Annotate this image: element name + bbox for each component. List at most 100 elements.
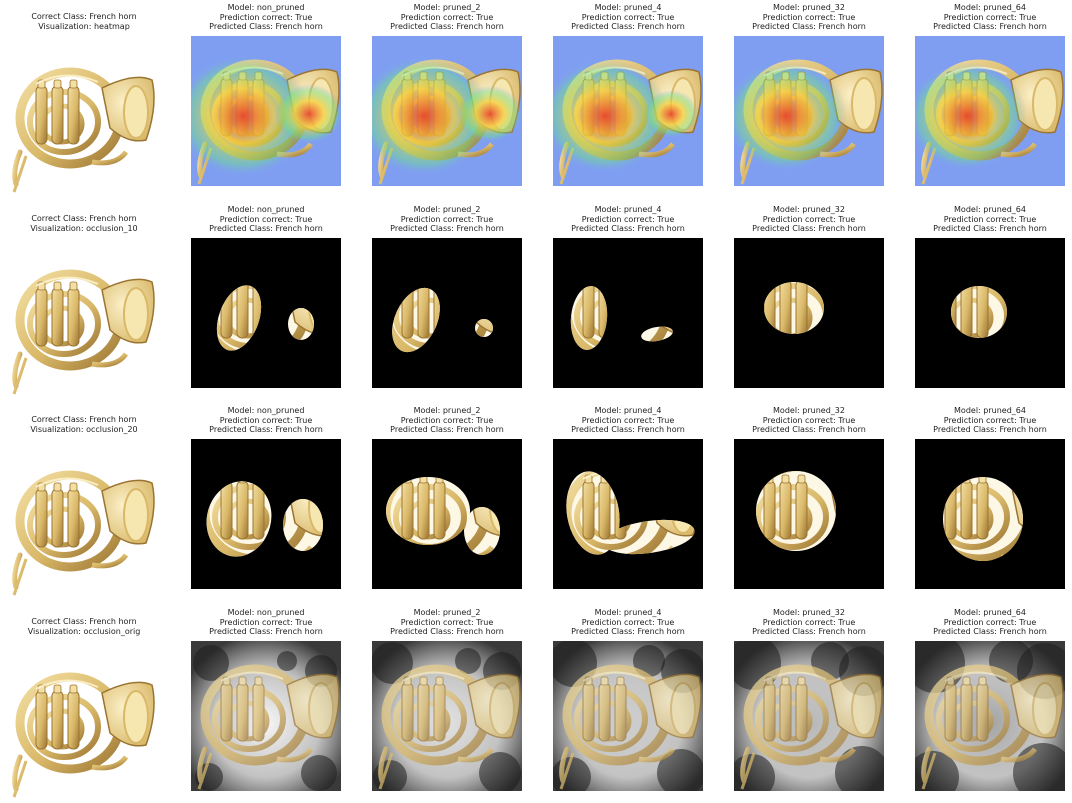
- occlusion-background: [191, 238, 341, 388]
- prediction-correct-label: Prediction correct: True: [400, 12, 494, 22]
- occlusion_large-panel: [734, 439, 884, 589]
- prediction-correct-label: Prediction correct: True: [219, 12, 313, 22]
- visualization-label: Visualization: heatmap: [38, 21, 130, 31]
- model-cell: Model: pruned_32 Prediction correct: True…: [734, 403, 884, 593]
- occlusion_orig-panel: [915, 641, 1065, 791]
- french-horn-image: [378, 664, 521, 790]
- french-horn-image: [764, 282, 824, 334]
- predicted-class-label: Predicted Class: French horn: [752, 224, 866, 233]
- prediction-correct-label: Prediction correct: True: [581, 214, 675, 224]
- model-cell: Model: pruned_4 Prediction correct: True P…: [553, 0, 703, 190]
- heatmap-panel: [372, 36, 522, 186]
- model-name-label: Model: pruned_4: [594, 205, 662, 214]
- prediction-correct-label: Prediction correct: True: [762, 617, 856, 627]
- model-cell: Model: pruned_64 Prediction correct: True…: [915, 202, 1065, 392]
- predicted-class-label: Predicted Class: French horn: [390, 627, 504, 636]
- row-caption: Correct Class: French horn Visualization:…: [0, 12, 168, 31]
- model-caption: Model: pruned_4 Prediction correct: True P…: [543, 608, 713, 637]
- model-caption: Model: pruned_4 Prediction correct: True P…: [543, 205, 713, 234]
- model-caption: Model: pruned_2 Prediction correct: True P…: [362, 608, 532, 637]
- french-horn-image: [740, 664, 883, 790]
- heatmap-panel: [553, 36, 703, 186]
- heatmap-panel: [915, 36, 1065, 186]
- occlusion_large-panel: [915, 439, 1065, 589]
- model-cell: Model: non_pruned Prediction correct: Tru…: [191, 403, 341, 593]
- french-horn-image: [559, 664, 702, 790]
- predicted-class-label: Predicted Class: French horn: [752, 425, 866, 434]
- occlusion_small-panel: [191, 238, 341, 388]
- model-name-label: Model: pruned_2: [413, 406, 481, 415]
- prediction-correct-label: Prediction correct: True: [219, 617, 313, 627]
- visualization-label: Visualization: occlusion_orig: [27, 626, 141, 636]
- predicted-class-label: Predicted Class: French horn: [209, 22, 323, 31]
- model-name-label: Model: non_pruned: [227, 205, 305, 214]
- model-name-label: Model: pruned_64: [954, 608, 1026, 617]
- model-caption: Model: pruned_64 Prediction correct: True…: [905, 3, 1072, 32]
- model-caption: Model: pruned_64 Prediction correct: True…: [905, 406, 1072, 435]
- model-name-label: Model: pruned_2: [413, 608, 481, 617]
- model-cell: Model: pruned_4 Prediction correct: True P…: [553, 403, 703, 593]
- heatmap-panel: [734, 36, 884, 186]
- model-caption: Model: pruned_32 Prediction correct: True…: [724, 3, 894, 32]
- row-caption: Correct Class: French horn Visualization:…: [0, 415, 168, 434]
- prediction-correct-label: Prediction correct: True: [762, 214, 856, 224]
- predicted-class-label: Predicted Class: French horn: [571, 22, 685, 31]
- prediction-correct-label: Prediction correct: True: [943, 214, 1037, 224]
- occlusion-visible-region: [943, 477, 1023, 561]
- row-caption: Correct Class: French horn Visualization:…: [0, 214, 168, 233]
- predicted-class-label: Predicted Class: French horn: [933, 224, 1047, 233]
- occlusion_large-panel: [372, 439, 522, 589]
- heatmap-activation: [191, 54, 341, 178]
- model-cell: Model: pruned_64 Prediction correct: True…: [915, 403, 1065, 593]
- occlusion_orig-panel: [191, 641, 341, 791]
- model-name-label: Model: pruned_32: [773, 3, 845, 12]
- visualization-label: Visualization: occlusion_10: [30, 223, 138, 233]
- prediction-correct-label: Prediction correct: True: [219, 214, 313, 224]
- model-name-label: Model: pruned_64: [954, 205, 1026, 214]
- french-horn-image: [756, 471, 836, 551]
- model-name-label: Model: pruned_32: [773, 608, 845, 617]
- model-cell: Model: pruned_32 Prediction correct: True…: [734, 202, 884, 392]
- prediction-correct-label: Prediction correct: True: [219, 415, 313, 425]
- model-name-label: Model: pruned_64: [954, 3, 1026, 12]
- prediction-correct-label: Prediction correct: True: [943, 415, 1037, 425]
- model-name-label: Model: pruned_2: [413, 205, 481, 214]
- prediction-correct-label: Prediction correct: True: [943, 617, 1037, 627]
- occlusion-background: [372, 238, 522, 388]
- heatmap-activation: [553, 58, 699, 174]
- heatmap-activation: [372, 55, 522, 177]
- model-cell: Model: pruned_4 Prediction correct: True P…: [553, 605, 703, 795]
- predicted-class-label: Predicted Class: French horn: [209, 627, 323, 636]
- prediction-correct-label: Prediction correct: True: [581, 12, 675, 22]
- predicted-class-label: Predicted Class: French horn: [390, 22, 504, 31]
- model-cell: Model: non_pruned Prediction correct: Tru…: [191, 605, 341, 795]
- model-name-label: Model: non_pruned: [227, 608, 305, 617]
- occlusion_large-panel: [553, 439, 703, 589]
- prediction-correct-label: Prediction correct: True: [943, 12, 1037, 22]
- model-caption: Model: pruned_32 Prediction correct: True…: [724, 406, 894, 435]
- model-cell: Model: non_pruned Prediction correct: Tru…: [191, 0, 341, 190]
- predicted-class-label: Predicted Class: French horn: [390, 224, 504, 233]
- predicted-class-label: Predicted Class: French horn: [390, 425, 504, 434]
- prediction-correct-label: Prediction correct: True: [400, 415, 494, 425]
- occlusion_orig-panel: [553, 641, 703, 791]
- occlusion-visible-region: [756, 471, 836, 551]
- predicted-class-label: Predicted Class: French horn: [209, 425, 323, 434]
- model-caption: Model: pruned_4 Prediction correct: True P…: [543, 3, 713, 32]
- model-caption: Model: pruned_32 Prediction correct: True…: [724, 205, 894, 234]
- prediction-correct-label: Prediction correct: True: [762, 12, 856, 22]
- french-horn-image: [921, 664, 1064, 790]
- original-image: [6, 44, 156, 194]
- predicted-class-label: Predicted Class: French horn: [571, 425, 685, 434]
- model-caption: Model: pruned_2 Prediction correct: True P…: [362, 3, 532, 32]
- model-cell: Model: non_pruned Prediction correct: Tru…: [191, 202, 341, 392]
- model-name-label: Model: pruned_4: [594, 3, 662, 12]
- model-cell: Model: pruned_2 Prediction correct: True P…: [372, 403, 522, 593]
- model-cell: Model: pruned_2 Prediction correct: True P…: [372, 605, 522, 795]
- predicted-class-label: Predicted Class: French horn: [933, 627, 1047, 636]
- predicted-class-label: Predicted Class: French horn: [209, 224, 323, 233]
- french-horn-image: [12, 269, 155, 395]
- figure-row: Correct Class: French horn Visualization:…: [0, 605, 1072, 798]
- model-cell: Model: pruned_32 Prediction correct: True…: [734, 605, 884, 795]
